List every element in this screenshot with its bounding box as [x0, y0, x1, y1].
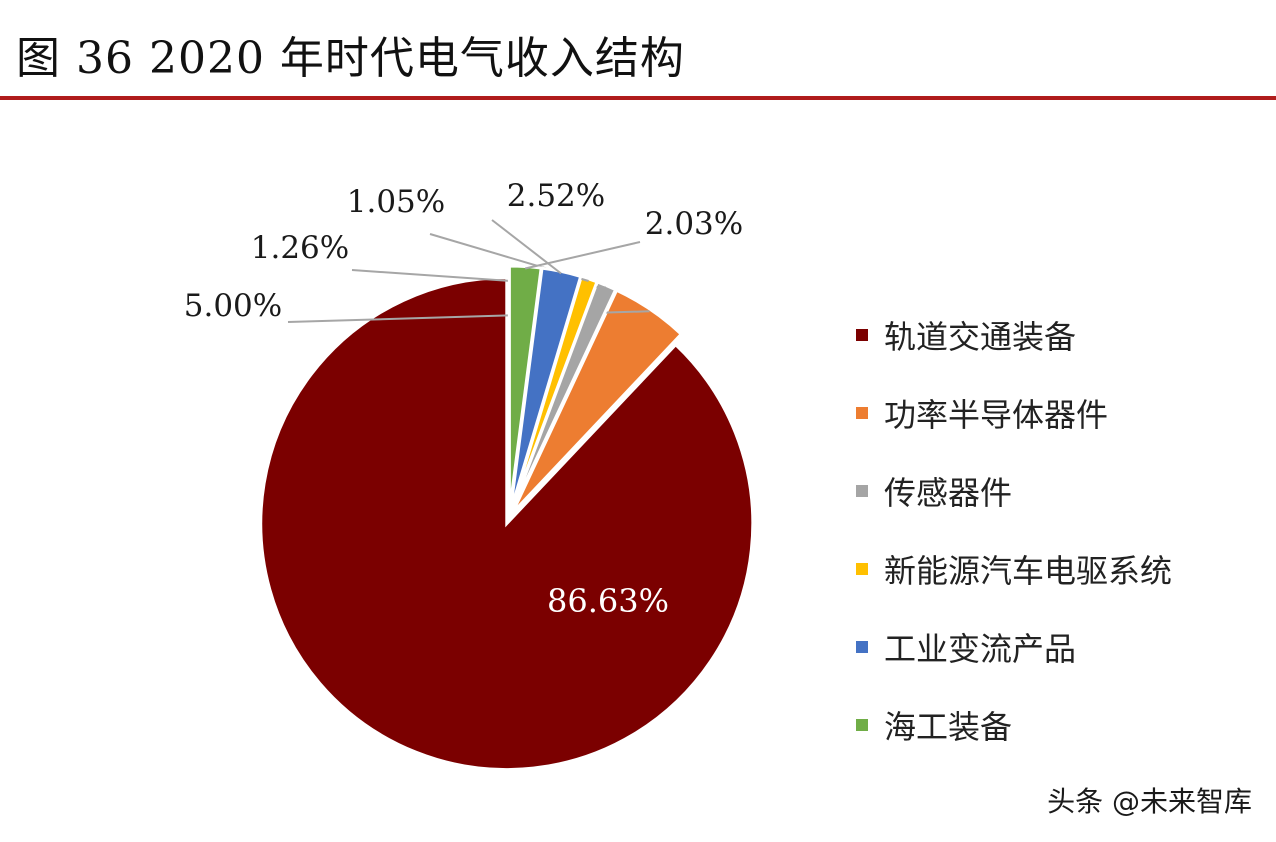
- slice-data-label: 5.00%: [184, 288, 282, 324]
- slice-data-label: 1.05%: [347, 184, 445, 220]
- legend-swatch: [856, 329, 868, 341]
- legend-item: 新能源汽车电驱系统: [856, 530, 1172, 608]
- legend-item: 海工装备: [856, 686, 1172, 764]
- slice-data-label: 2.52%: [507, 178, 605, 214]
- legend-swatch: [856, 485, 868, 497]
- legend-item: 功率半导体器件: [856, 374, 1172, 452]
- legend-label: 海工装备: [884, 708, 1013, 746]
- legend-swatch: [856, 563, 868, 575]
- legend-label: 功率半导体器件: [884, 396, 1109, 434]
- legend-label: 传感器件: [884, 474, 1013, 512]
- legend-item: 传感器件: [856, 452, 1172, 530]
- watermark: 头条 @未来智库: [1047, 785, 1252, 818]
- chart-legend: 轨道交通装备 功率半导体器件 传感器件新能源汽车电驱系统 工业变流产品 海工装备: [856, 296, 1172, 764]
- legend-item: 工业变流产品: [856, 608, 1172, 686]
- pie-slice: [259, 276, 755, 772]
- legend-swatch: [856, 407, 868, 419]
- legend-swatch: [856, 719, 868, 731]
- chart-title: 图 36 2020 年时代电气收入结构: [16, 33, 685, 84]
- legend-swatch: [856, 641, 868, 653]
- leader-line: [524, 241, 641, 270]
- legend-label: 轨道交通装备: [884, 318, 1077, 356]
- legend-label: 工业变流产品: [884, 630, 1077, 668]
- slice-data-label: 86.63%: [547, 582, 669, 620]
- legend-item: 轨道交通装备: [856, 296, 1172, 374]
- slice-data-label: 2.03%: [645, 206, 743, 242]
- pie-slice: [507, 264, 543, 513]
- slice-data-label: 1.26%: [251, 230, 349, 266]
- title-rule: [0, 96, 1276, 100]
- leader-line: [491, 219, 562, 275]
- legend-label: 新能源汽车电驱系统: [884, 552, 1173, 590]
